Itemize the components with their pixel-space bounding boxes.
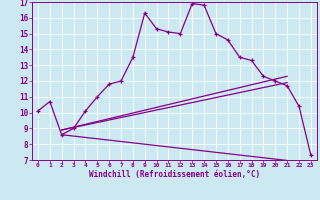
X-axis label: Windchill (Refroidissement éolien,°C): Windchill (Refroidissement éolien,°C) [89,170,260,179]
